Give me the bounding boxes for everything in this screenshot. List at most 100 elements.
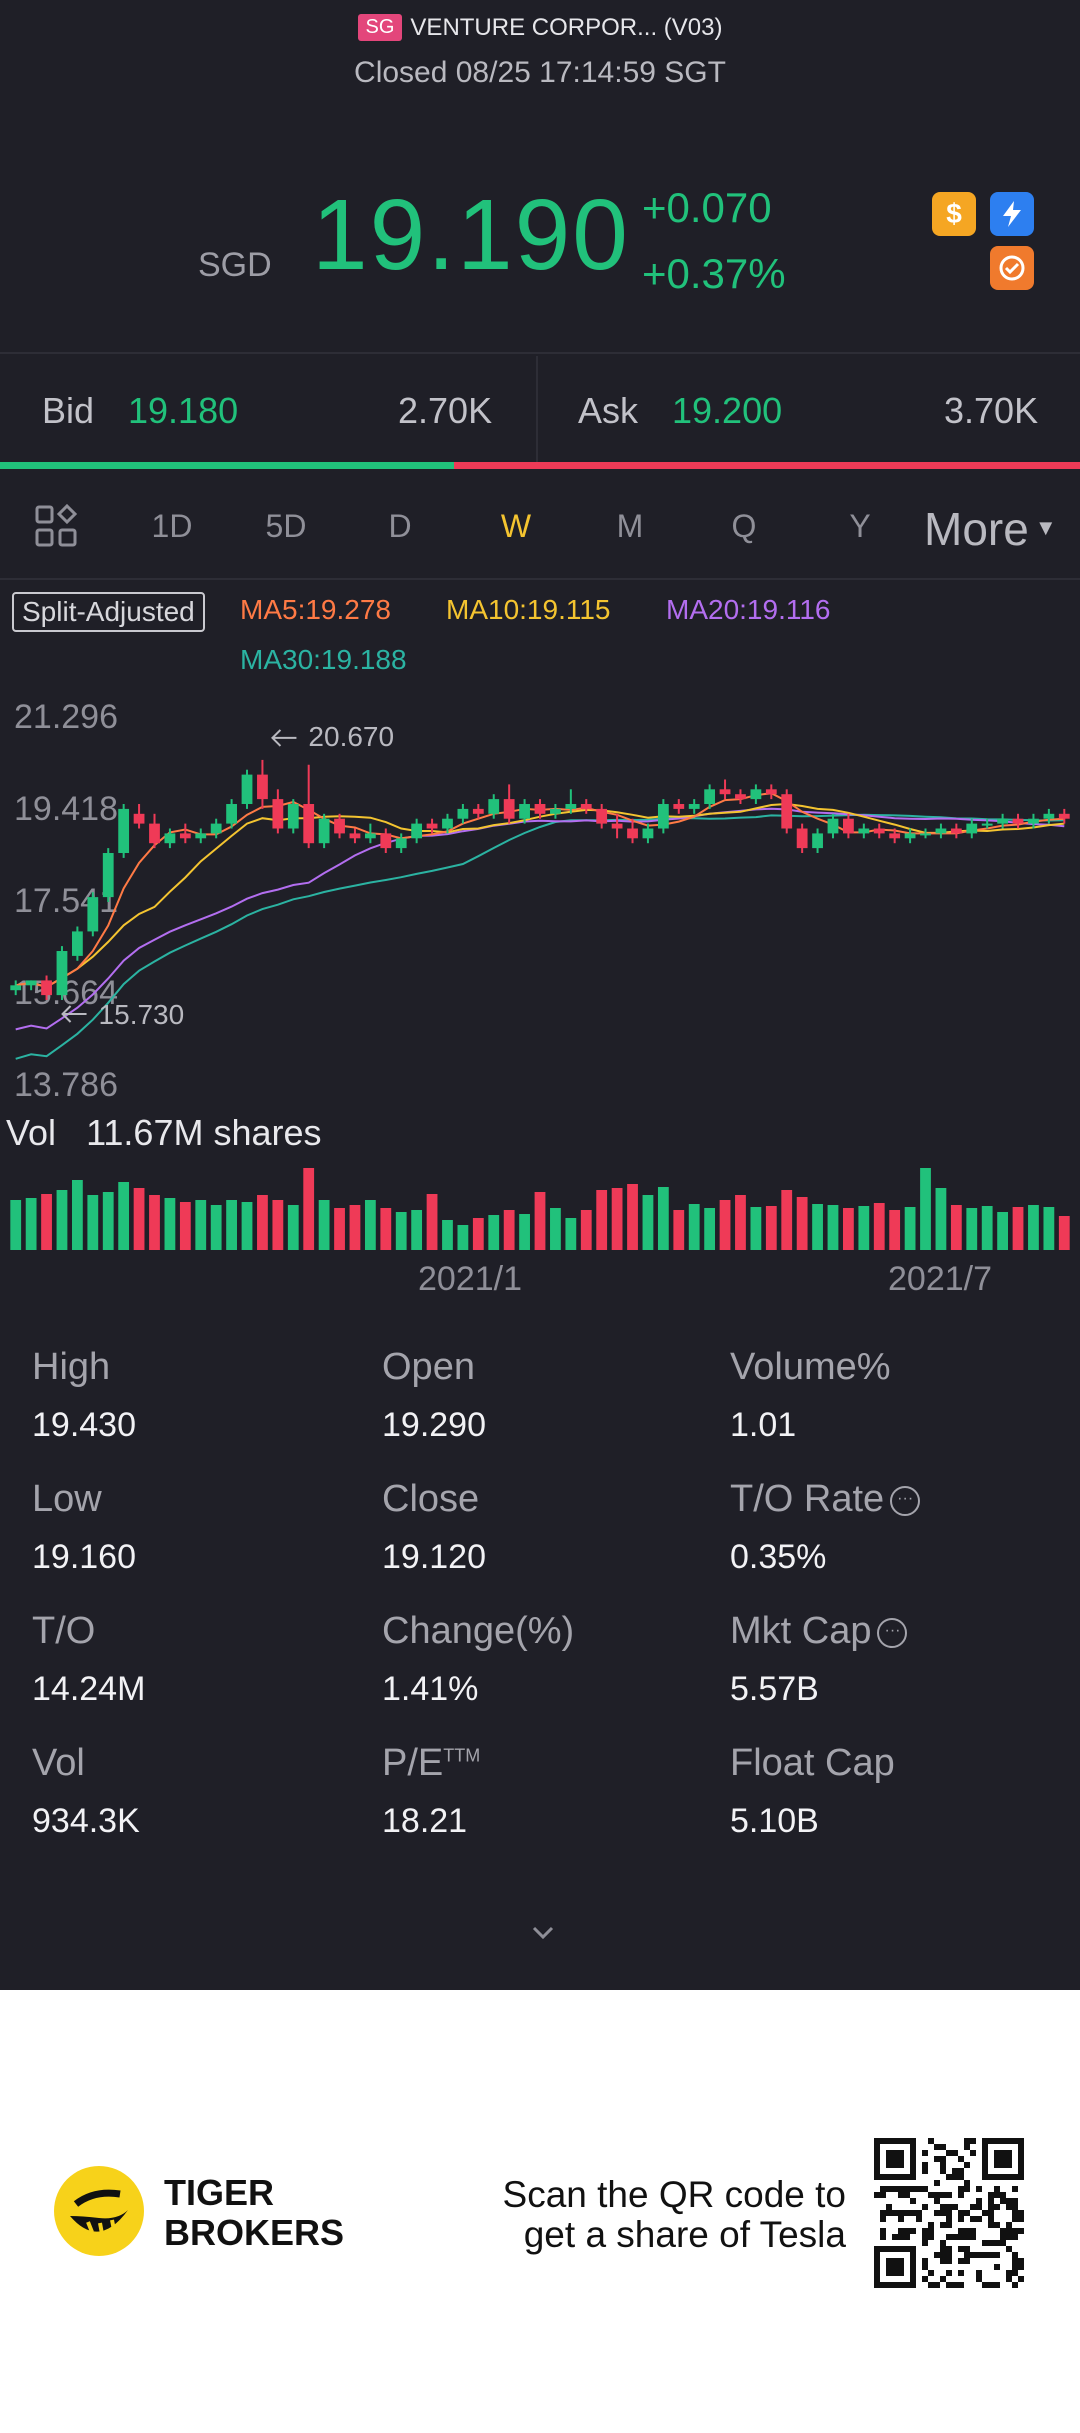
stat-value: 19.430 <box>32 1406 136 1444</box>
tab-1d[interactable]: 1D <box>151 508 193 544</box>
candle-body <box>935 828 947 834</box>
qr-module <box>940 2204 946 2210</box>
tab-y[interactable]: Y <box>849 508 871 544</box>
qr-module <box>946 2282 952 2288</box>
qr-module <box>964 2144 970 2150</box>
candle-body <box>611 823 623 829</box>
volume-bar <box>1058 1216 1070 1250</box>
volume-bar <box>257 1195 268 1250</box>
qr-module <box>1012 2234 1018 2240</box>
qr-module <box>928 2270 934 2276</box>
stat-value: 1.41% <box>382 1670 479 1708</box>
qr-module <box>970 2216 976 2222</box>
volume-bar <box>349 1205 361 1250</box>
qr-module <box>976 2252 982 2258</box>
stat-label: P/ETTM <box>382 1742 481 1784</box>
qr-module <box>940 2258 946 2264</box>
candle-body <box>843 818 854 834</box>
qr-module <box>958 2282 964 2288</box>
info-icon[interactable]: ··· <box>890 1486 921 1516</box>
qr-module <box>952 2174 958 2180</box>
split-adjusted-button[interactable]: Split-Adjusted <box>12 592 205 632</box>
qr-module <box>904 2228 910 2234</box>
qr-module <box>928 2234 934 2240</box>
qr-module <box>994 2264 1000 2270</box>
tab-m[interactable]: M <box>616 508 644 544</box>
qr-module <box>1012 2186 1018 2192</box>
volume-bar <box>71 1180 83 1250</box>
qr-module <box>970 2204 976 2210</box>
qr-module <box>898 2216 904 2222</box>
qr-module <box>940 2276 946 2282</box>
volume-bar <box>550 1208 561 1250</box>
volume-bar <box>843 1208 854 1250</box>
dark-panel <box>0 0 1080 1990</box>
qr-module <box>946 2174 952 2180</box>
price-change: +0.070 <box>642 184 772 231</box>
volume-bar <box>812 1204 823 1250</box>
qr-module <box>898 2210 904 2216</box>
candle-body <box>904 833 916 839</box>
qr-module <box>898 2234 904 2240</box>
volume-bar <box>580 1210 592 1250</box>
volume-bar <box>226 1200 237 1250</box>
swap-icon[interactable] <box>990 246 1034 290</box>
candle-body <box>71 931 83 956</box>
qr-module <box>958 2258 964 2264</box>
qr-module <box>1000 2228 1006 2234</box>
qr-module <box>1012 2228 1018 2234</box>
candle-body <box>25 980 37 986</box>
qr-finder <box>886 2150 904 2168</box>
candle-body <box>287 804 299 829</box>
ma30-value: MA30:19.188 <box>240 644 407 675</box>
qr-module <box>1012 2252 1018 2258</box>
volume-bar <box>380 1208 392 1250</box>
candle-body <box>303 804 315 844</box>
tab-q[interactable]: Q <box>731 508 757 544</box>
stat-label: Low <box>32 1478 102 1520</box>
qr-module <box>958 2270 964 2276</box>
chevron-down-icon[interactable] <box>532 1922 554 1944</box>
qr-module <box>994 2222 1000 2228</box>
qr-module <box>1012 2264 1018 2270</box>
candle-body <box>550 808 561 814</box>
bid-ratio-bar <box>0 462 454 469</box>
tab-5d[interactable]: 5D <box>265 508 307 544</box>
candle-body <box>380 833 392 849</box>
candle-body <box>673 804 685 809</box>
volume-bar <box>210 1205 222 1250</box>
volume-bar <box>765 1206 777 1250</box>
tab-w[interactable]: W <box>500 508 532 544</box>
qr-module <box>1012 2270 1018 2276</box>
qr-module <box>982 2282 988 2288</box>
volume-bar <box>796 1197 808 1250</box>
qr-module <box>940 2240 946 2246</box>
bid-price: 19.180 <box>128 390 239 431</box>
qr-module <box>994 2240 1000 2246</box>
qr-module <box>892 2186 898 2192</box>
chart-type-grid-icon[interactable] <box>34 504 78 548</box>
candle-body <box>1043 813 1055 819</box>
info-icon[interactable]: ··· <box>877 1618 908 1648</box>
qr-module <box>940 2222 946 2228</box>
candle-body <box>457 808 469 819</box>
dollar-icon[interactable]: $ <box>932 192 976 236</box>
candle-body <box>488 799 500 814</box>
qr-module <box>940 2156 946 2162</box>
candle-body <box>503 799 515 819</box>
candle-body <box>719 789 731 795</box>
stock-title[interactable]: SG VENTURE CORPOR... (V03) <box>0 14 1080 42</box>
qr-module <box>922 2264 928 2270</box>
candlestick-chart[interactable]: 21.29619.41817.54115.66413.78620.67015.7… <box>0 690 1080 1310</box>
volume-bar <box>642 1195 654 1250</box>
volume-bar <box>750 1207 762 1250</box>
lightning-icon[interactable] <box>990 192 1034 236</box>
qr-module <box>964 2180 970 2186</box>
tab-d[interactable]: D <box>388 508 412 544</box>
qr-module <box>964 2228 970 2234</box>
ask-ratio-bar <box>453 462 1080 469</box>
more-button[interactable]: More ▼ <box>924 502 1057 556</box>
candle-body <box>10 985 22 991</box>
qr-module <box>898 2228 904 2234</box>
candle-body <box>349 833 361 839</box>
